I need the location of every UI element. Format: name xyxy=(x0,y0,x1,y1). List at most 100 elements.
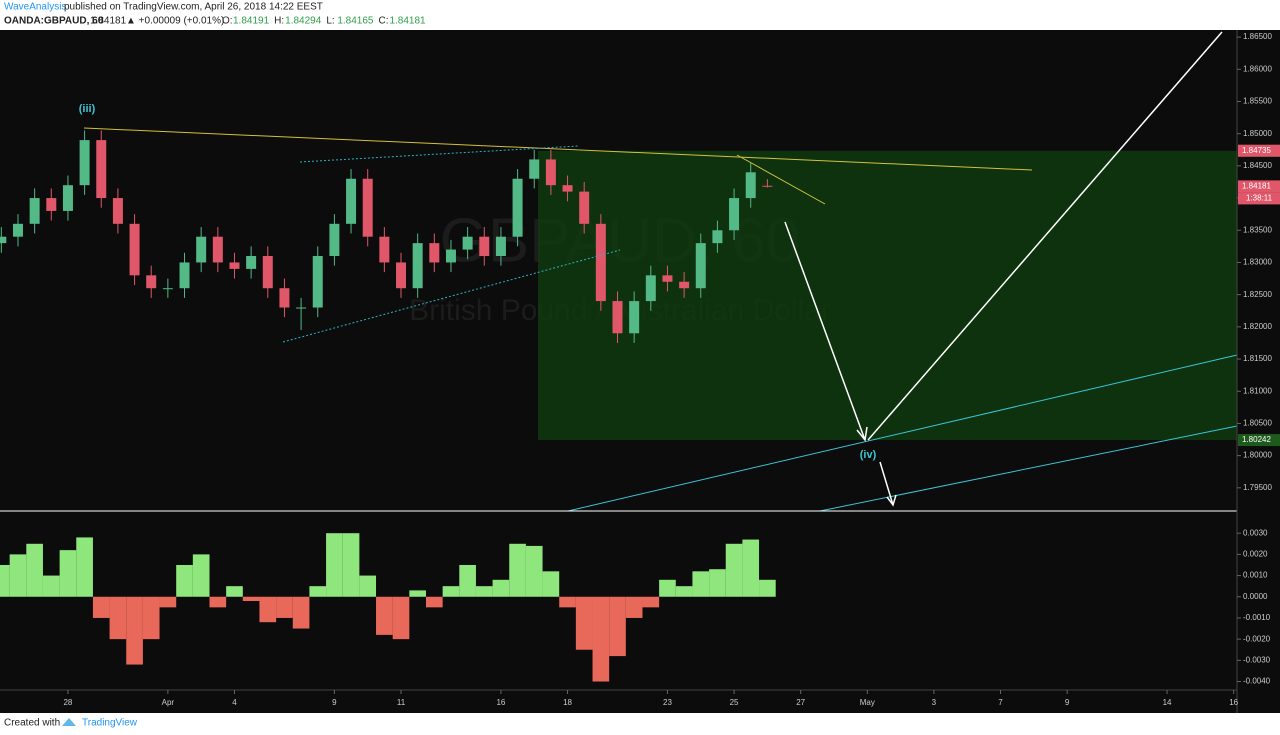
wave-label: (iii) xyxy=(79,103,96,115)
logo xyxy=(62,718,76,726)
candle-body xyxy=(0,236,7,244)
candle-body xyxy=(229,262,240,269)
osc-bar xyxy=(142,596,160,640)
footer-brand[interactable]: TradingView xyxy=(82,718,138,729)
channel-line xyxy=(819,425,1238,512)
osc-bar xyxy=(259,596,277,623)
price-tag xyxy=(1238,180,1280,193)
y-tick-label: 1.86500 xyxy=(1243,32,1272,41)
candle-body xyxy=(129,223,140,276)
osc-bar xyxy=(709,569,726,597)
y-tick-label: 1.84500 xyxy=(1243,161,1272,170)
arrow xyxy=(879,461,897,507)
price-tag-label: 1.84735 xyxy=(1242,146,1271,155)
channel-line xyxy=(299,145,579,163)
osc-bar xyxy=(725,543,743,597)
y-tick-label: 1.82000 xyxy=(1243,322,1272,331)
candle-body xyxy=(679,281,690,289)
x-tick-label: 27 xyxy=(796,698,805,707)
candle-body xyxy=(445,249,456,263)
y-tick-label: 1.82500 xyxy=(1243,290,1272,299)
y-tick-label: 1.80000 xyxy=(1243,451,1272,460)
x-tick-label: 9 xyxy=(332,698,337,707)
y-tick-label: 1.85500 xyxy=(1243,97,1272,106)
osc-bar xyxy=(492,579,510,597)
x-tick-label: 14 xyxy=(1163,698,1172,707)
candle-body xyxy=(212,236,223,263)
osc-bar xyxy=(742,539,760,597)
candle-body xyxy=(429,243,440,263)
published: published on TradingView.com, April 26, … xyxy=(64,2,323,13)
osc-bar xyxy=(309,586,327,597)
countdown: 1:38:11 xyxy=(1246,194,1273,203)
osc-bar xyxy=(226,586,243,597)
osc-bar xyxy=(442,586,460,597)
x-tick-label: Apr xyxy=(162,698,175,707)
ohlc-value: 1.84294 xyxy=(285,16,322,27)
candle-body xyxy=(712,230,723,244)
candle-body xyxy=(29,198,40,224)
x-tick-label: 25 xyxy=(730,698,739,707)
ohlc-value: 1.84191 xyxy=(233,16,270,27)
osc-bar xyxy=(292,596,310,629)
candle-body xyxy=(79,140,90,186)
candle-body xyxy=(745,172,756,199)
osc-bar xyxy=(559,596,576,608)
candle-body xyxy=(662,275,673,282)
target-zone xyxy=(538,150,1237,441)
ohlc-label: L: xyxy=(326,16,334,27)
footer-bg xyxy=(0,713,1280,735)
candle-body xyxy=(296,307,307,309)
arrow xyxy=(784,221,868,442)
candle-body xyxy=(379,236,390,263)
osc-bar xyxy=(409,590,426,597)
price-tag xyxy=(1238,434,1280,447)
symbol: OANDA:GBPAUD, 60 xyxy=(4,16,104,27)
trend-line xyxy=(83,127,1033,171)
osc-tick-label: 0.0000 xyxy=(1243,592,1268,601)
osc-bar xyxy=(326,533,343,597)
channel-line xyxy=(567,354,1238,512)
y-tick-label: 1.83500 xyxy=(1243,225,1272,234)
osc-bar xyxy=(392,596,410,640)
osc-bar xyxy=(26,543,43,597)
osc-tick-label: -0.0010 xyxy=(1243,613,1271,622)
candle-body xyxy=(396,262,407,289)
osc-bar xyxy=(9,554,27,597)
osc-bar xyxy=(509,543,526,597)
candle-body xyxy=(312,256,323,308)
author[interactable]: WaveAnalysis xyxy=(4,2,66,13)
osc-bar xyxy=(42,575,60,597)
candle-body xyxy=(512,178,523,237)
osc-bar xyxy=(642,596,660,608)
x-tick-label: 11 xyxy=(397,698,406,707)
osc-bar xyxy=(625,596,643,618)
footer-text: Created with xyxy=(4,718,60,729)
drawings xyxy=(83,31,1238,512)
osc-bar xyxy=(359,575,377,597)
osc-bar xyxy=(92,596,110,618)
osc-tick-label: 0.0010 xyxy=(1243,571,1268,580)
osc-bar xyxy=(376,596,393,635)
candle-body xyxy=(279,288,290,308)
x-tick-label: 9 xyxy=(1065,698,1070,707)
osc-tick-label: -0.0030 xyxy=(1243,655,1271,664)
header-bg xyxy=(0,0,1280,30)
osc-bar xyxy=(659,579,676,597)
y-tick-label: 1.83000 xyxy=(1243,258,1272,267)
osc-tick-label: -0.0040 xyxy=(1243,677,1271,686)
osc-bar xyxy=(276,596,293,618)
osc-bar xyxy=(525,545,543,597)
candle-body xyxy=(112,198,123,224)
ohlc: O: 1.84191 H: 1.84294 L: 1.84165 C: 1.84181 xyxy=(222,16,426,27)
y-tick-label: 1.85000 xyxy=(1243,129,1272,138)
countdown-bg xyxy=(1238,192,1280,205)
candle-body xyxy=(612,301,623,334)
osc-bar xyxy=(475,586,493,597)
osc-bar xyxy=(0,564,10,597)
candle-body xyxy=(412,243,423,289)
osc-bar xyxy=(575,596,593,650)
osc-bar xyxy=(542,571,560,597)
